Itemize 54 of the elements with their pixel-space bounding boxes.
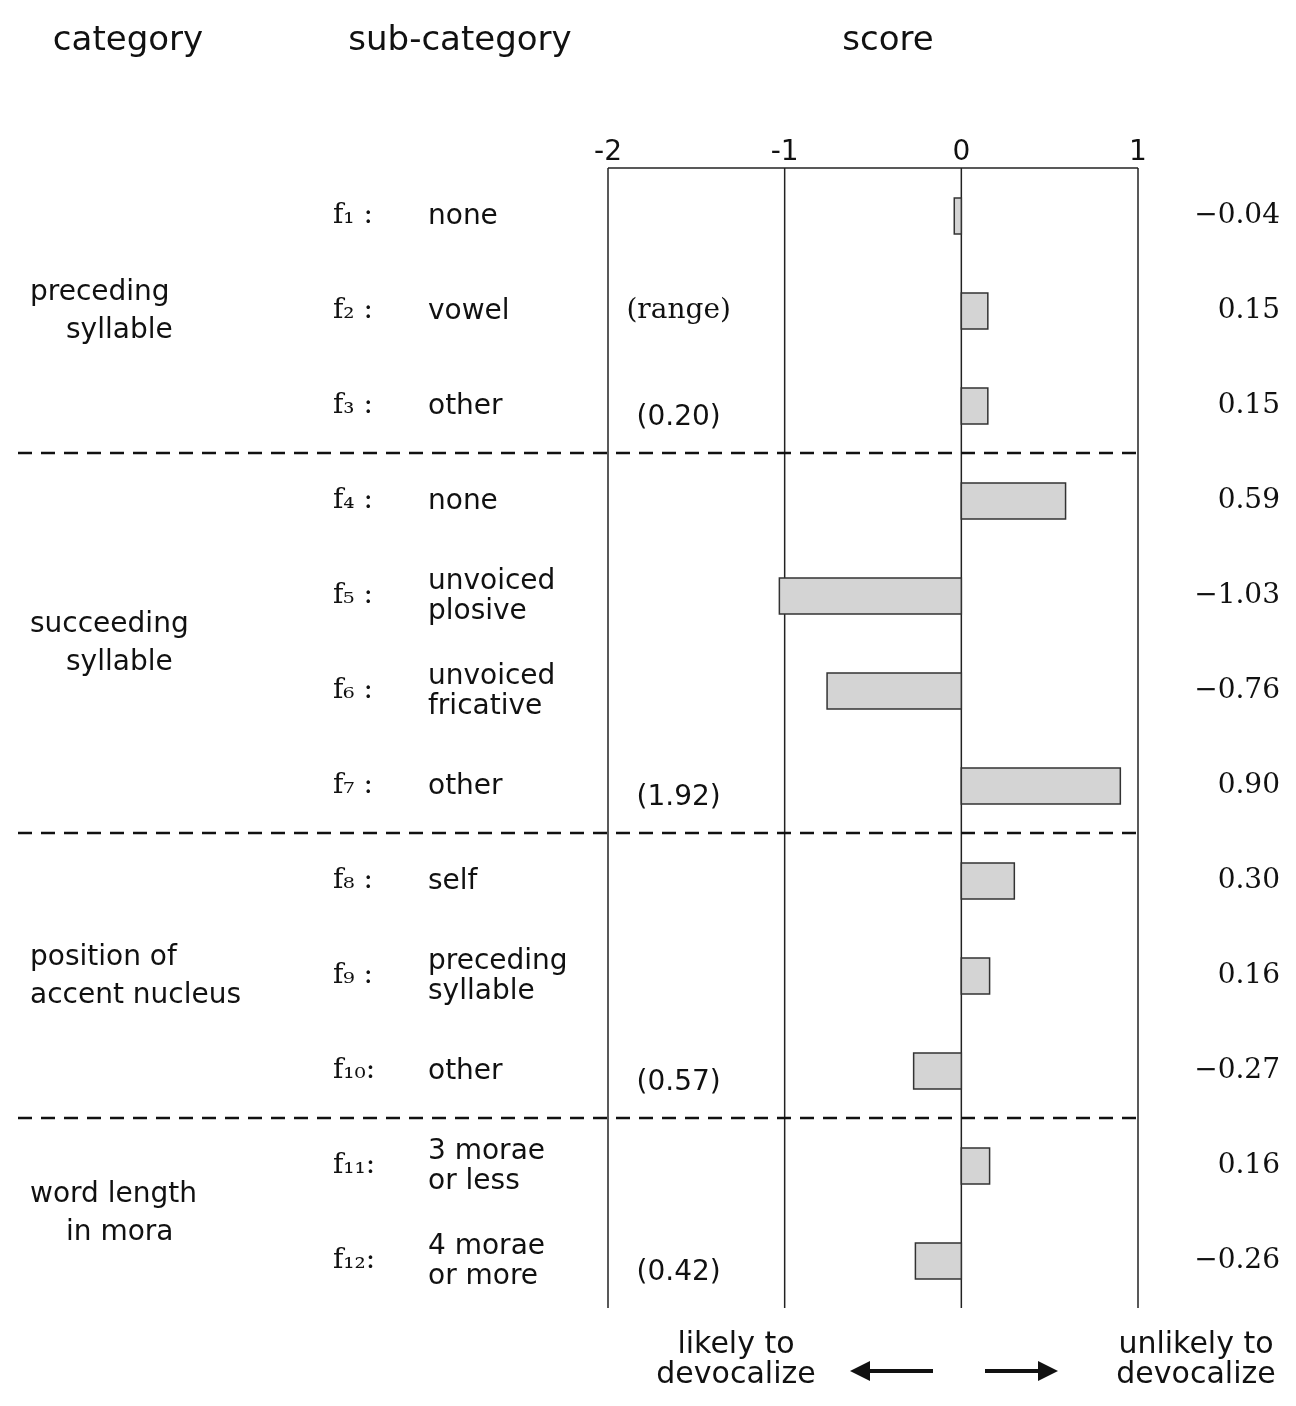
bar [826,672,963,710]
annotation: (range) [626,292,731,325]
category-label: f₈ : self [333,862,478,896]
bar [953,197,963,235]
data-label: 0.59 [1217,482,1280,515]
data-label: −0.04 [1194,197,1280,230]
bar [960,862,1016,900]
category-label: f₉ : preceding syllable [333,942,568,1006]
text: preceding syllable [30,273,173,345]
bar [960,292,989,330]
data-label: −0.26 [1194,1242,1280,1275]
bar [960,957,991,995]
category-label: f₁₁: 3 morae or less [333,1132,546,1196]
x-tick-label: 1 [1129,134,1147,167]
annotation: (1.92) [636,779,721,812]
text: unlikely to devocalize [1116,1325,1276,1390]
category-label: f₁₀: other [333,1052,503,1086]
data-label: 0.30 [1217,862,1280,895]
bar [914,1242,963,1280]
text: word length in mora [30,1176,197,1247]
text: position of accent nucleus [30,938,242,1010]
bar [960,482,1067,520]
x-axis-title: score [842,18,934,58]
data-label: −0.27 [1194,1052,1280,1085]
text: category [52,18,204,58]
data-label: 0.15 [1217,387,1280,420]
x-tick-label: 0 [952,134,971,167]
bar [778,577,963,615]
data-label: −1.03 [1194,577,1280,610]
text: succeeding syllable [30,606,189,677]
category-label: f₆ : unvoiced fricative [333,657,556,721]
bar [960,387,989,425]
category-label: f₂ : vowel [333,292,510,326]
category-label: f₁ : none [333,197,498,231]
category-label: f₃ : other [333,387,503,421]
data-label: 0.16 [1217,957,1280,990]
data-label: 0.16 [1217,1147,1280,1180]
annotation: (0.20) [636,399,721,432]
bar [960,1147,991,1185]
text: likely to devocalize [656,1325,816,1390]
annotation: (0.42) [636,1254,721,1287]
data-label: 0.90 [1217,767,1280,800]
text: sub-category [348,18,572,58]
category-label: f₅ : unvoiced plosive [333,562,556,626]
bar [960,767,1122,805]
annotation: (0.57) [636,1064,721,1097]
data-label: −0.76 [1194,672,1280,705]
x-tick-label: -1 [770,134,799,167]
category-label: f₁₂: 4 morae or more [333,1227,546,1291]
x-tick-label: -2 [594,134,622,167]
category-label: f₄ : none [333,482,498,516]
category-label: f₇ : other [333,767,503,801]
data-label: 0.15 [1217,292,1280,325]
bar [912,1052,963,1090]
